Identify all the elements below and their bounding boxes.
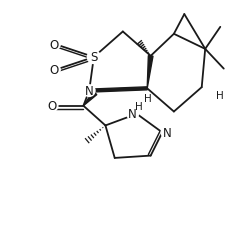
Circle shape: [216, 91, 225, 100]
Circle shape: [144, 94, 153, 103]
Circle shape: [161, 127, 173, 139]
Text: O: O: [50, 39, 59, 52]
Text: H: H: [145, 94, 152, 104]
Circle shape: [49, 65, 60, 76]
Circle shape: [135, 103, 143, 111]
Text: O: O: [47, 100, 57, 113]
Polygon shape: [89, 88, 147, 93]
Text: O: O: [50, 64, 59, 77]
Circle shape: [83, 85, 95, 97]
Circle shape: [127, 109, 138, 120]
Circle shape: [87, 51, 100, 64]
Circle shape: [49, 39, 60, 51]
Circle shape: [46, 100, 58, 112]
Text: N: N: [128, 108, 137, 121]
Text: S: S: [90, 51, 97, 64]
Text: H: H: [217, 91, 224, 101]
Text: N: N: [162, 126, 171, 139]
Text: N: N: [85, 85, 93, 98]
Polygon shape: [83, 92, 97, 106]
Polygon shape: [147, 56, 153, 89]
Text: H: H: [135, 102, 143, 112]
